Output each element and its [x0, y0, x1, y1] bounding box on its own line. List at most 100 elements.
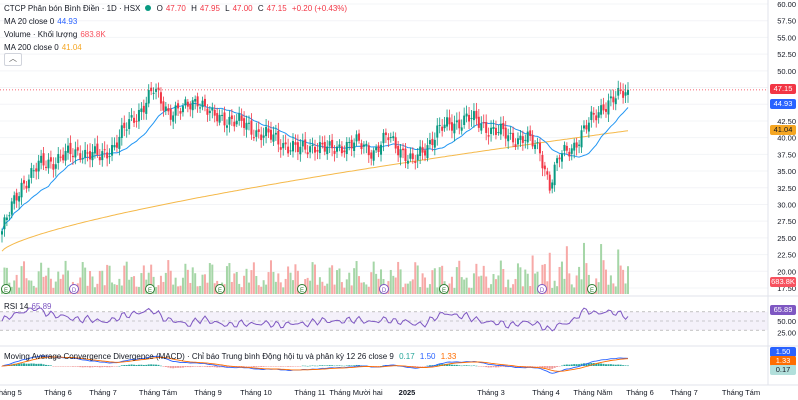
candle-body — [98, 156, 101, 161]
candle-body — [108, 156, 111, 158]
event-marker-icon — [379, 284, 389, 294]
price-tick-label: 35.00 — [777, 167, 796, 176]
candle-body — [118, 136, 121, 149]
candle-body — [529, 130, 532, 137]
time-axis-label: Tháng Năm — [573, 388, 612, 397]
candle-body — [235, 120, 238, 125]
candle-body — [194, 98, 197, 102]
candle-body — [350, 139, 353, 149]
time-axis-label: Tháng 9 — [194, 388, 222, 397]
rsi-legend[interactable]: RSI 14 65.89 — [4, 302, 52, 311]
ma200-legend[interactable]: MA 200 close 0 41.04 — [4, 43, 82, 52]
time-axis-label: Tháng 4 — [532, 388, 560, 397]
macd-histogram-bar — [416, 366, 419, 367]
volume-bar — [228, 263, 231, 294]
volume-bar — [265, 284, 268, 294]
macd-histogram-bar — [120, 365, 123, 366]
ma200-price-tag: 41.04 — [770, 125, 796, 135]
candle-body — [497, 132, 500, 134]
volume-bar — [428, 284, 431, 294]
macd-histogram-bar — [426, 365, 429, 367]
candle-body — [419, 146, 422, 156]
volume-bar — [499, 260, 502, 294]
candle-body — [162, 101, 165, 111]
volume-bar — [5, 267, 8, 294]
ma20-legend[interactable]: MA 20 close 0 44.93 — [4, 17, 78, 26]
macd-legend[interactable]: Moving Average Convergence Divergence (M… — [4, 352, 457, 361]
event-marker-label: D — [382, 288, 387, 294]
macd-histogram-bar — [189, 366, 192, 368]
macd-histogram-bar — [18, 363, 21, 366]
macd-histogram-bar — [529, 366, 532, 367]
macd-histogram-bar — [536, 366, 539, 367]
volume-bar — [419, 287, 422, 294]
candle-body — [426, 145, 429, 159]
macd-histogram-bar — [1, 366, 3, 367]
macd-histogram-bar — [348, 365, 351, 366]
volume-bar — [211, 264, 214, 294]
candle-body — [475, 110, 478, 119]
candle-body — [64, 150, 67, 161]
macd-histogram-bar — [311, 365, 314, 367]
candle-body — [377, 145, 380, 153]
macd-histogram-bar — [81, 366, 84, 368]
candle-body — [299, 146, 302, 155]
macd-histogram-bar — [49, 365, 52, 366]
macd-histogram-bar — [375, 366, 378, 367]
candle-body — [309, 146, 312, 153]
candle-body — [201, 100, 204, 108]
event-marker-label: E — [300, 288, 304, 294]
macd-histogram-bar — [460, 365, 463, 367]
volume-bar — [338, 268, 341, 294]
volume-bar — [389, 269, 392, 294]
candle-body — [272, 134, 275, 142]
macd-pane[interactable] — [1, 355, 629, 374]
macd-histogram-bar — [42, 364, 45, 366]
volume-bar — [519, 267, 522, 294]
volume-bar — [570, 284, 573, 294]
volume-bar — [167, 260, 170, 294]
volume-legend[interactable]: Volume · Khối lượng 683.8K — [4, 30, 106, 39]
macd-histogram-bar — [89, 366, 92, 368]
candle-body — [196, 96, 199, 107]
macd-histogram-bar — [179, 366, 182, 368]
volume-bar — [13, 280, 16, 294]
candle-body — [512, 132, 515, 143]
volume-bar — [27, 280, 30, 294]
candle-body — [595, 115, 598, 121]
candle-body — [365, 143, 368, 146]
event-marker-label: E — [442, 288, 446, 294]
macd-signal-tag: 1.33 — [770, 356, 796, 366]
candle-body — [614, 98, 617, 105]
candle-body — [428, 140, 431, 145]
volume-bar — [208, 263, 211, 294]
candle-body — [375, 147, 378, 151]
macd-histogram-bar — [247, 366, 250, 367]
macd-histogram-bar — [350, 365, 353, 366]
change-value: +0.20 (+0.43%) — [291, 4, 348, 13]
candle-body — [294, 142, 297, 145]
candle-body — [472, 111, 475, 121]
candle-body — [514, 144, 517, 148]
macd-histogram-bar — [607, 364, 610, 366]
price-tick-label: 60.00 — [777, 0, 796, 9]
volume-bar — [460, 277, 463, 294]
price-tick-label: 32.50 — [777, 184, 796, 193]
volume-bar — [3, 267, 6, 294]
price-axis[interactable]: 60.0057.5055.0052.5050.0047.5045.0042.50… — [767, 0, 796, 385]
candle-body — [167, 108, 170, 112]
macd-histogram-bar — [436, 364, 439, 366]
collapse-legend-button[interactable]: ︿ — [4, 53, 22, 66]
candle-body — [279, 147, 282, 150]
volume-bar — [32, 285, 35, 294]
volume-bar — [380, 269, 383, 294]
volume-bar — [416, 265, 419, 294]
candle-body — [223, 112, 226, 126]
time-axis[interactable]: Tháng 5 Tháng 6 Tháng 7 Tháng Tám Tháng 9 Thá… — [0, 388, 760, 397]
rsi-pane[interactable] — [0, 307, 768, 332]
macd-histogram-bar — [627, 365, 629, 367]
volume-bar — [512, 284, 515, 294]
macd-histogram-bar — [32, 363, 35, 366]
candle-body — [568, 151, 571, 157]
